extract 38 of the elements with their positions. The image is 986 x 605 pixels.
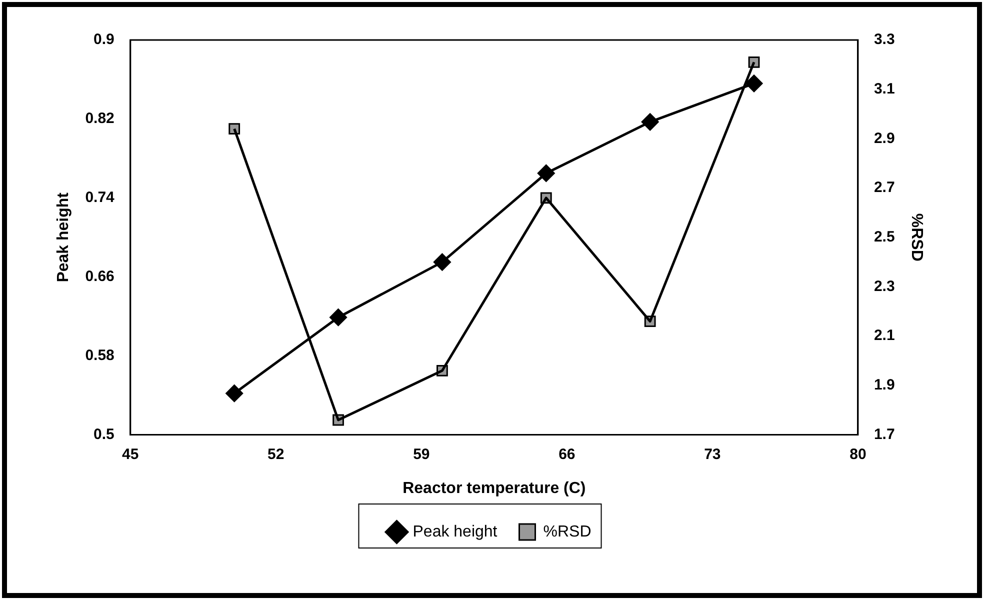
y2-tick-label: 1.9 — [874, 376, 895, 394]
point — [641, 113, 659, 131]
x-tick-label: 66 — [558, 446, 576, 463]
y2-tick-label: 2.3 — [874, 278, 895, 295]
point — [332, 414, 344, 426]
point — [745, 74, 763, 92]
x-tick-label: 59 — [413, 446, 430, 463]
y2-tick-label: 2.1 — [874, 327, 895, 344]
y-tick-label: 0.66 — [85, 268, 114, 286]
x-tick-label: 73 — [704, 446, 721, 463]
legend-label: Peak height — [412, 523, 498, 540]
y2-tick-label: 3.1 — [874, 80, 895, 98]
x-tick-label: 52 — [268, 446, 284, 463]
y-tick-label: 0.9 — [94, 31, 114, 48]
y-tick-label: 0.5 — [94, 426, 114, 443]
legend-label: %RSD — [543, 523, 592, 540]
point — [436, 364, 448, 376]
y2-tick-label: 1.7 — [874, 426, 895, 443]
y-tick-label: 0.58 — [85, 346, 114, 364]
y-tick-label: 0.74 — [85, 189, 116, 206]
y2-axis-title: %RSD — [908, 213, 925, 262]
point — [540, 192, 552, 204]
point — [226, 384, 244, 402]
point — [644, 316, 656, 327]
y2-tick-label: 2.5 — [874, 228, 895, 246]
x-tick-label: 45 — [122, 446, 139, 463]
point — [330, 308, 348, 326]
point — [537, 164, 555, 182]
x-tick-label: 80 — [850, 446, 866, 463]
y2-tick-label: 2.9 — [874, 130, 895, 147]
point — [433, 253, 451, 271]
point — [748, 56, 760, 68]
y2-tick-label: 3.3 — [874, 31, 895, 48]
y-axis-title: Peak height — [55, 192, 72, 282]
x-axis-title: Reactor temperature (C) — [402, 480, 586, 497]
y2-tick-label: 2.7 — [874, 179, 895, 196]
point — [228, 123, 240, 135]
y-tick-label: 0.82 — [85, 110, 114, 128]
